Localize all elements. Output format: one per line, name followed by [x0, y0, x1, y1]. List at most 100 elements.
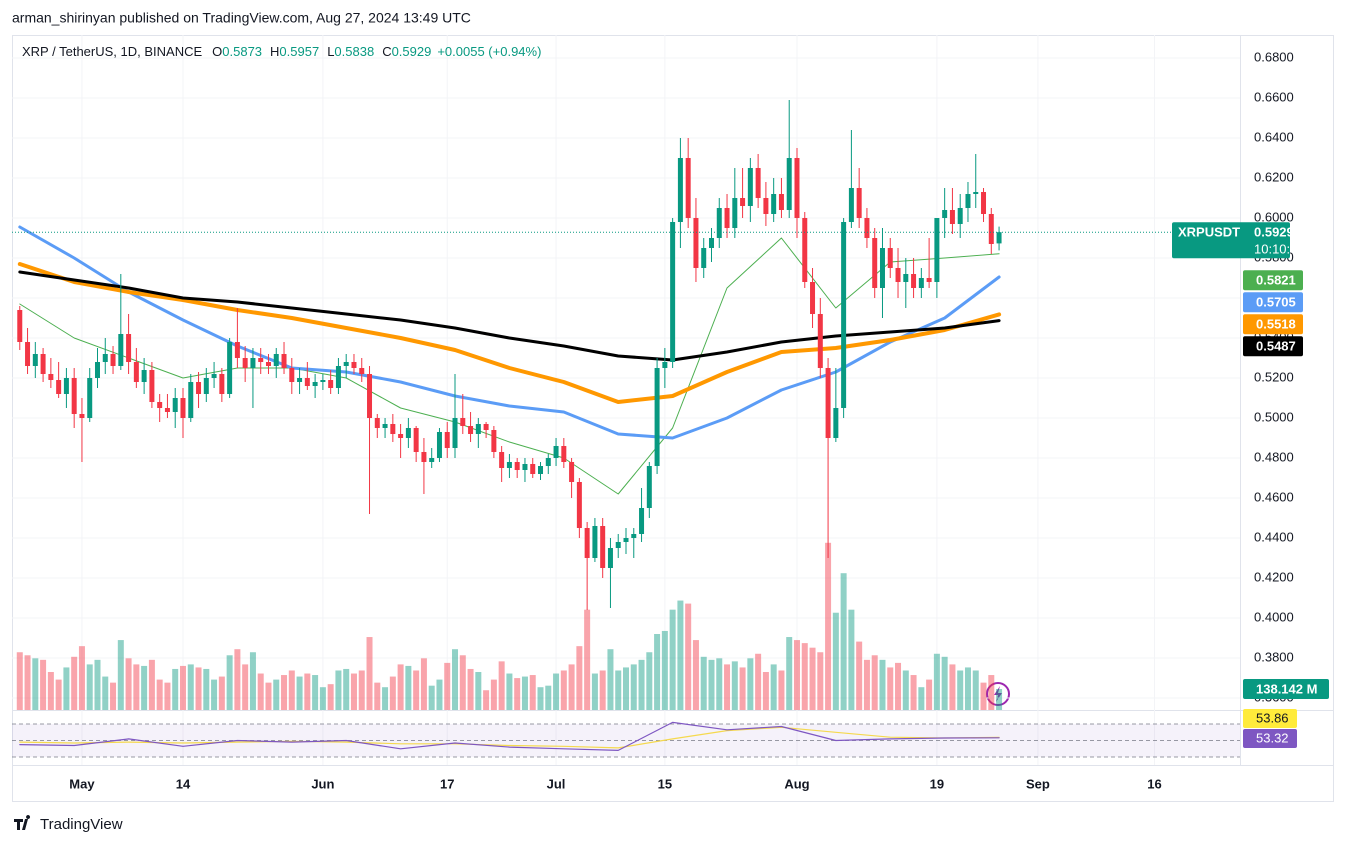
- volume-bar: [47, 672, 54, 710]
- candle-body: [421, 452, 427, 462]
- volume-bar: [420, 658, 427, 710]
- candle-body: [864, 218, 870, 238]
- candle-body: [879, 248, 885, 288]
- candle-body: [553, 446, 559, 458]
- volume-bar: [226, 655, 233, 710]
- candle-body: [600, 526, 606, 568]
- ohlc-value: 0.5957: [279, 44, 319, 59]
- candle-body: [141, 370, 147, 382]
- candle-body: [17, 310, 23, 342]
- volume-bar: [964, 667, 971, 710]
- volume-bar: [879, 659, 886, 710]
- volume-bar: [63, 667, 70, 710]
- alert-icon: [986, 682, 1010, 706]
- volume-bar: [825, 542, 832, 710]
- x-tick-label: Jul: [547, 776, 566, 791]
- ohlc-label: H: [270, 44, 279, 59]
- volume-bar: [553, 673, 560, 710]
- volume-bar: [32, 658, 39, 710]
- candle-body: [895, 268, 901, 282]
- candle-body: [390, 424, 396, 434]
- volume-bar: [358, 670, 365, 710]
- candle-body: [755, 168, 761, 198]
- volume-bar: [40, 659, 47, 710]
- volume-bar: [514, 678, 521, 710]
- volume-bar: [366, 637, 373, 710]
- candle-body: [530, 464, 536, 474]
- ma-label: 0.5705: [1256, 295, 1296, 310]
- volume-bar: [195, 667, 202, 710]
- volume-bar: [343, 668, 350, 710]
- volume-bar: [133, 664, 140, 710]
- volume-bar: [350, 673, 357, 710]
- volume-bar: [319, 687, 326, 710]
- volume-bar: [218, 676, 225, 710]
- volume-bar: [335, 670, 342, 710]
- volume-bar: [148, 659, 155, 710]
- candle-body: [413, 428, 419, 452]
- volume-bar: [786, 637, 793, 710]
- volume-bar: [778, 670, 785, 710]
- candle-body: [615, 542, 621, 548]
- candle-body: [211, 374, 217, 378]
- candle-body: [164, 408, 170, 412]
- line: [17, 262, 1002, 404]
- candle-body: [149, 370, 155, 402]
- candle-body: [903, 274, 909, 282]
- volume-bar: [770, 664, 777, 710]
- candle-body: [196, 382, 202, 394]
- volume-label-box: [1243, 679, 1329, 700]
- volume-bar: [832, 612, 839, 710]
- y-tick-label: 0.4400: [1254, 529, 1294, 544]
- volume-bar: [125, 658, 132, 710]
- candle-body: [273, 354, 279, 366]
- x-tick-label: 17: [440, 776, 454, 791]
- candle-body: [452, 418, 458, 448]
- volume-bar: [630, 664, 637, 710]
- volume-bar: [234, 649, 241, 710]
- volume-bar: [452, 649, 459, 710]
- candle-body: [747, 168, 753, 206]
- candle-body: [180, 398, 186, 418]
- x-tick-label: 16: [1147, 776, 1161, 791]
- volume-bar: [459, 655, 466, 710]
- candle-body: [110, 354, 116, 366]
- volume-bar: [490, 679, 497, 710]
- candle-body: [367, 374, 373, 418]
- rsi-ma-label: 53.86: [1256, 710, 1289, 725]
- candle-body: [833, 408, 839, 438]
- x-tick-label: Jun: [311, 776, 334, 791]
- volume-bar: [895, 662, 902, 710]
- volume-bar: [265, 682, 272, 710]
- ma-label-box: [1243, 292, 1303, 313]
- volume-bar: [529, 675, 536, 710]
- x-tick-label: May: [69, 776, 95, 791]
- y-tick-label: 0.6600: [1254, 89, 1294, 104]
- volume-bar: [584, 609, 591, 710]
- candle-body: [926, 278, 932, 282]
- change: +0.0055 (+0.94%): [437, 44, 541, 59]
- candle-body: [468, 426, 474, 434]
- volume-bar: [669, 609, 676, 710]
- candle-body: [522, 464, 528, 470]
- candle-body: [475, 424, 481, 434]
- y-tick-label: 0.6800: [1254, 49, 1294, 64]
- volume-bar: [312, 675, 319, 710]
- candle-body: [304, 378, 310, 386]
- candle-body: [405, 428, 411, 438]
- legend: XRP / TetherUS, 1D, BINANCE O0.5873 H0.595…: [22, 44, 541, 59]
- volume-bar: [537, 687, 544, 710]
- volume-bar: [545, 685, 552, 710]
- volume-bar: [568, 664, 575, 710]
- y-tick-label: 0.6400: [1254, 129, 1294, 144]
- ohlc-label: L: [327, 44, 334, 59]
- candle-body: [71, 378, 77, 414]
- candle-body: [63, 378, 69, 394]
- candle-body: [763, 198, 769, 214]
- candle-body: [444, 432, 450, 448]
- candle-body: [491, 430, 497, 452]
- line: [18, 225, 1001, 440]
- volume-bar: [926, 679, 933, 710]
- y-tick-label: 0.5000: [1254, 409, 1294, 424]
- candle-body: [40, 354, 46, 374]
